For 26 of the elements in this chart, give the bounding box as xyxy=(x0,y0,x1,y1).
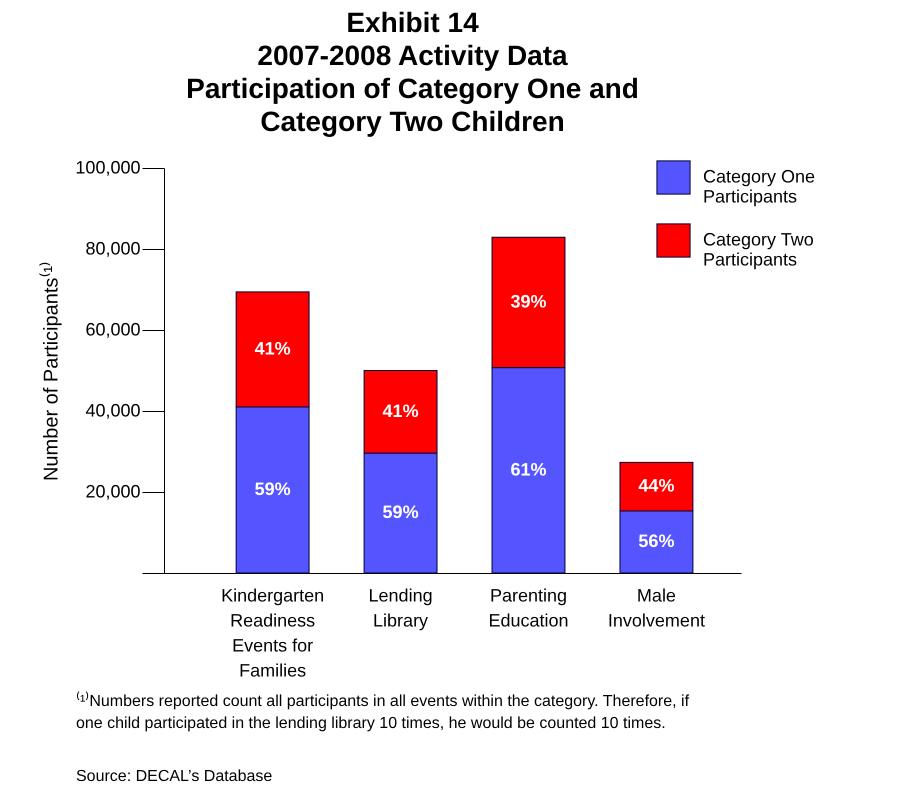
annotation: 59% xyxy=(254,478,291,499)
legend-label: Category Two Participants xyxy=(703,230,814,270)
source-note: Source: DECAL’s Database xyxy=(76,768,272,785)
annotation: 59% xyxy=(382,502,419,522)
y-tick-label: 20,000 xyxy=(85,482,140,502)
x-tick-label: Male Involvement xyxy=(608,586,705,630)
y-tick-label: 60,000 xyxy=(85,320,140,340)
text: Participation of Category One and xyxy=(186,73,639,104)
x-tick-label: Parenting Education xyxy=(488,586,569,630)
x-tick-label: Lending Library xyxy=(368,586,433,630)
y-tick-label: 40,000 xyxy=(85,400,140,420)
text: Category Two Children xyxy=(260,106,565,137)
annotation: 56% xyxy=(638,531,674,552)
y-tick-label: 100,000 xyxy=(75,158,140,178)
text: ⁽¹⁾Numbers reported count all participants in all events within the category. Therefore, if one child participated in the lending library 10 times, he would be counted 10 times. xyxy=(76,691,690,732)
annotation: 61% xyxy=(510,459,547,480)
y-tick-label: 80,000 xyxy=(85,238,140,258)
annotation: 41% xyxy=(254,338,291,358)
legend-label: Category One Participants xyxy=(703,166,816,206)
x-tick-label: Kindergarten Readiness Events for Families xyxy=(221,586,324,680)
text: Exhibit 14 xyxy=(346,7,479,38)
annotation: 44% xyxy=(638,476,674,496)
annotation: 41% xyxy=(382,400,419,421)
text: 2007-2008 Activity Data xyxy=(257,40,568,71)
annotation: 39% xyxy=(510,291,547,312)
y-axis-title: Number of Participants⁽¹⁾ xyxy=(38,260,62,482)
